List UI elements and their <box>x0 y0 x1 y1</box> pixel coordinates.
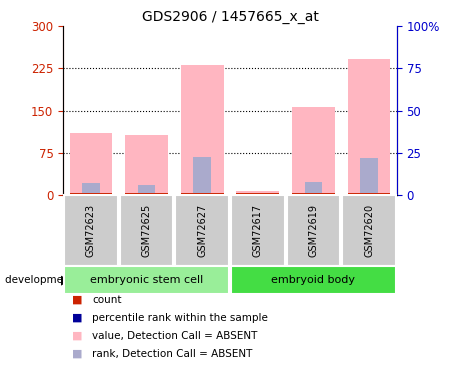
Text: embryoid body: embryoid body <box>272 275 355 285</box>
Bar <box>125 135 168 195</box>
Bar <box>82 183 100 195</box>
Text: GSM72627: GSM72627 <box>197 204 207 257</box>
Text: GSM72617: GSM72617 <box>253 204 263 257</box>
Bar <box>292 106 335 195</box>
Bar <box>348 194 391 195</box>
Text: embryonic stem cell: embryonic stem cell <box>90 275 203 285</box>
Bar <box>138 186 155 195</box>
Text: ■: ■ <box>72 349 83 359</box>
Text: GSM72625: GSM72625 <box>142 204 152 257</box>
Text: GSM72619: GSM72619 <box>308 204 318 257</box>
Text: value, Detection Call = ABSENT: value, Detection Call = ABSENT <box>92 331 258 341</box>
Bar <box>348 59 391 195</box>
Bar <box>249 194 267 195</box>
Text: ■: ■ <box>72 313 83 323</box>
Bar <box>69 133 112 195</box>
Text: count: count <box>92 295 122 305</box>
Bar <box>305 182 322 195</box>
Bar <box>193 157 211 195</box>
Text: GSM72620: GSM72620 <box>364 204 374 257</box>
Bar <box>236 194 279 195</box>
Bar <box>292 194 335 195</box>
Bar <box>125 194 168 195</box>
Bar <box>236 191 279 195</box>
Text: ■: ■ <box>72 331 83 341</box>
Bar <box>181 64 224 195</box>
Text: ■: ■ <box>72 295 83 305</box>
Bar <box>69 194 112 195</box>
Text: development stage: development stage <box>5 275 106 285</box>
Text: percentile rank within the sample: percentile rank within the sample <box>92 313 268 323</box>
Bar <box>360 158 378 195</box>
Title: GDS2906 / 1457665_x_at: GDS2906 / 1457665_x_at <box>142 10 318 24</box>
Text: rank, Detection Call = ABSENT: rank, Detection Call = ABSENT <box>92 349 253 359</box>
Text: ▶: ▶ <box>61 274 70 287</box>
Text: GSM72623: GSM72623 <box>86 204 96 257</box>
Bar <box>181 194 224 195</box>
